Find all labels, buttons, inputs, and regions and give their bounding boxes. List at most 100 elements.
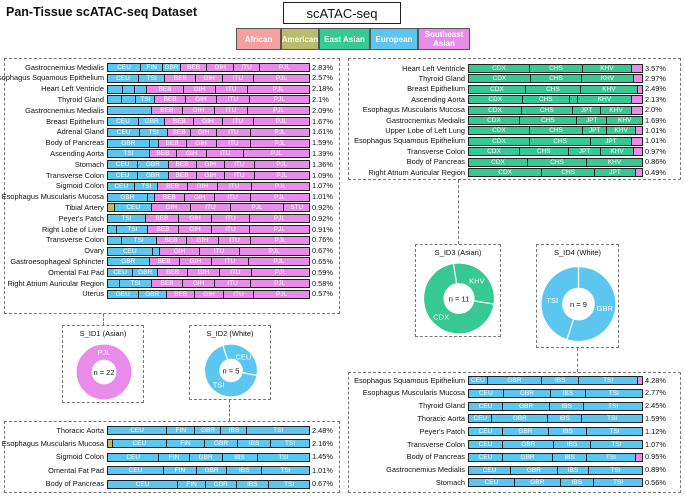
population-segment: BEB: [158, 182, 188, 190]
population-segment: PJL: [251, 128, 309, 136]
population-segment: IBS: [551, 389, 586, 397]
population-segment: GIH: [160, 247, 200, 255]
connector-d3: [458, 180, 459, 244]
population-segment: GBR: [502, 428, 550, 436]
donut-chart: CEU TSI n = 5: [203, 343, 259, 398]
population-segment: CHS: [530, 75, 583, 83]
tissue-percentage: 1.36%: [312, 159, 333, 169]
tissue-percentage: 1.01%: [645, 136, 666, 146]
tissue-label: Sigmoid Colon: [55, 181, 104, 191]
population-segment: [635, 453, 642, 461]
population-segment: IBS: [541, 377, 580, 384]
modality-label: scATAC-seq: [283, 2, 401, 24]
population-segment: CHS: [530, 127, 583, 135]
population-segment: [108, 440, 113, 448]
population-segment: [152, 247, 161, 255]
tissue-percentage: 1.61%: [312, 127, 333, 137]
population-segment: CHS: [542, 169, 596, 176]
tissue-label: Gastrocnemius Medialis: [25, 105, 104, 115]
population-bar: CDX CHS JPT KHV: [468, 147, 643, 157]
population-segment: [637, 377, 642, 384]
population-segment: JPT: [576, 117, 608, 124]
population-bar: TSI BEB GIH ITU PJL: [107, 225, 310, 234]
population-segment: TSI: [585, 389, 642, 397]
tissue-percentage: 1.01%: [312, 192, 333, 202]
population-segment: CHS: [525, 85, 581, 93]
population-segment: CEU: [469, 441, 504, 448]
population-segment: KHV: [601, 148, 634, 156]
population-segment: PJL: [251, 139, 309, 147]
population-segment: CDX: [469, 158, 529, 166]
population-segment: IBS: [549, 428, 588, 436]
tissue-percentage: 2.13%: [645, 94, 666, 104]
population-segment: FIN: [167, 440, 205, 448]
population-segment: KHV: [582, 75, 634, 83]
tissue-percentage: 0.89%: [645, 465, 666, 475]
donut-slice-label: CDX: [433, 312, 449, 321]
population-segment: ITU: [191, 204, 231, 212]
population-segment: [631, 96, 642, 104]
population-segment: ITU: [233, 64, 261, 71]
population-segment: [122, 85, 135, 93]
population-segment: BEB: [165, 74, 197, 82]
population-segment: TSI: [587, 453, 636, 461]
population-segment: [108, 280, 120, 287]
population-segment: GBR: [108, 139, 150, 147]
population-segment: GBR: [108, 193, 148, 201]
population-segment: IBS: [550, 402, 585, 410]
population-segment: TSI: [269, 480, 309, 488]
tissue-label: Upper Lobe of Left Lung: [385, 125, 465, 135]
population-bar: GBR BEB GIH ITU PJL: [107, 192, 310, 202]
population-segment: CEU: [469, 466, 512, 474]
population-segment: GIH: [196, 161, 225, 169]
tissue-percentage: 0.65%: [312, 256, 333, 266]
population-segment: JPT: [582, 127, 608, 135]
population-segment: BEB: [152, 280, 183, 287]
population-segment: CEU: [108, 118, 139, 125]
population-segment: PJL: [251, 236, 309, 244]
population-segment: GBR: [206, 480, 237, 488]
population-segment: CHS: [519, 148, 569, 156]
population-segment: FIN: [141, 64, 164, 71]
population-bar: CEU TSI BEB GIH ITU PJL: [107, 127, 310, 137]
tissue-label: Thyroid Gland: [57, 94, 104, 104]
population-segment: BEB: [180, 64, 208, 71]
connector-d4: [577, 348, 578, 372]
population-segment: GBR: [133, 269, 159, 277]
tissue-percentage: 0.57%: [312, 289, 333, 299]
population-segment: TSI: [247, 427, 309, 434]
population-segment: ITU: [216, 128, 252, 136]
population-segment: GBR: [492, 415, 548, 423]
population-segment: GBR: [503, 402, 551, 410]
population-segment: BEB: [147, 85, 184, 93]
population-bar: TSI BEB GIH ITU PJL: [107, 279, 310, 288]
population-bar: BEB GIH ITU PJL: [107, 84, 310, 94]
donut-chart: PJL n = 22: [75, 343, 133, 401]
tissue-percentage: 0.67%: [312, 479, 333, 489]
tissue-percentage: 2.1%: [312, 94, 329, 104]
donut-count: n = 22: [93, 368, 114, 377]
population-segment: GEU: [108, 290, 139, 298]
population-bar: CEU FIN GBR IBS TSI: [107, 466, 310, 476]
population-segment: [637, 85, 642, 93]
tissue-label: Ascending Aorta: [50, 148, 104, 158]
population-segment: JPT: [591, 137, 632, 145]
population-segment: BEB: [158, 139, 187, 147]
donut-count: n = 5: [223, 367, 240, 376]
population-segment: GIH: [186, 96, 217, 104]
population-segment: BEB: [168, 161, 197, 169]
population-segment: IBS: [554, 441, 591, 448]
population-bar: CDX CHS JPT: [468, 136, 643, 146]
population-segment: ITU: [216, 139, 252, 147]
tissue-label: Omental Fat Pad: [48, 465, 104, 475]
population-segment: CEU: [108, 172, 139, 179]
tissue-label: Uterus: [82, 289, 104, 299]
donut-title: S_ID2 (White): [206, 329, 254, 338]
population-segment: CDX: [469, 75, 531, 83]
population-segment: KHV: [607, 117, 642, 124]
donut-chart: GBR TSI n = 9: [540, 265, 617, 343]
donut-title: S_ID1 (Asian): [79, 329, 127, 338]
tissue-percentage: 0.91%: [312, 224, 333, 234]
population-segment: CEU: [115, 204, 153, 212]
population-bar: CEU TSI BEB GIH ITU PJL: [107, 73, 310, 83]
